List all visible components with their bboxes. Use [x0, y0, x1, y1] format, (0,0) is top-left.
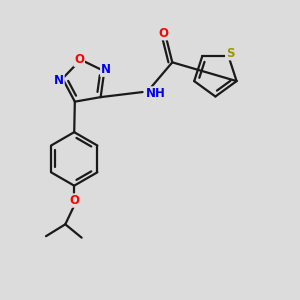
- Text: O: O: [69, 194, 79, 207]
- Text: O: O: [158, 27, 168, 40]
- Text: NH: NH: [146, 87, 165, 100]
- Text: O: O: [74, 53, 84, 66]
- Text: N: N: [54, 74, 64, 86]
- Text: S: S: [226, 47, 234, 60]
- Text: N: N: [101, 63, 111, 76]
